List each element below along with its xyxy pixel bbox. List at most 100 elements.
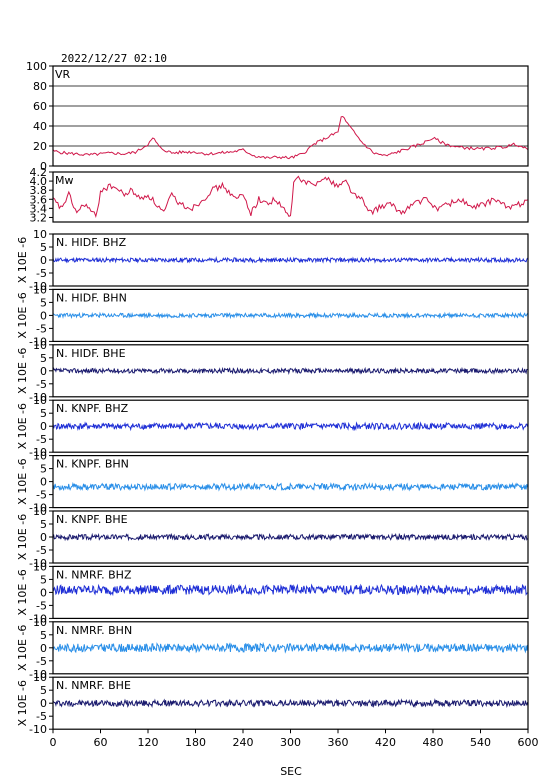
trace-waveform [52, 311, 528, 320]
trace-y-tick-label: 10 [33, 283, 47, 296]
trace-y-tick-label: -10 [29, 723, 47, 736]
trace-y-tick-label: -10 [29, 391, 47, 404]
trace-y-tick-label: -10 [29, 612, 47, 625]
x-axis-label: SEC [280, 765, 302, 778]
panel-y-tick-label: 80 [33, 80, 47, 93]
trace-y-unit-label: X 10E -6 [16, 514, 29, 560]
trace-y-tick-label: 10 [33, 616, 47, 629]
trace-y-unit-label: X 10E -6 [16, 625, 29, 671]
trace-y-tick-label: 10 [33, 339, 47, 352]
trace-waveform [52, 698, 528, 709]
trace-y-tick-label: 10 [33, 671, 47, 684]
trace-y-tick-label: 5 [40, 629, 47, 642]
trace-y-tick-label: -10 [29, 446, 47, 459]
panel-series-line [52, 115, 529, 160]
panel-y-tick-label: 0 [40, 160, 47, 173]
panel-y-tick-label: 3.2 [30, 211, 48, 224]
trace-y-tick-label: 0 [40, 586, 47, 599]
trace-y-tick-label: -10 [29, 557, 47, 570]
x-axis-tick-label: 240 [233, 736, 254, 749]
trace-waveform [52, 532, 528, 542]
panel-y-tick-label: 40 [33, 120, 47, 133]
trace-y-tick-label: 10 [33, 228, 47, 241]
trace-y-tick-label: 0 [40, 254, 47, 267]
trace-waveform [52, 421, 528, 432]
trace-y-tick-label: 0 [40, 642, 47, 655]
trace-y-tick-label: 5 [40, 241, 47, 254]
trace-y-tick-label: -10 [29, 502, 47, 515]
trace-y-tick-label: 0 [40, 420, 47, 433]
trace-y-tick-label: 0 [40, 309, 47, 322]
x-axis-tick-label: 120 [138, 736, 159, 749]
trace-name-label: N. NMRF. BHE [56, 679, 131, 692]
trace-y-tick-label: 0 [40, 476, 47, 489]
x-axis-tick-label: 600 [518, 736, 539, 749]
trace-name-label: N. KNPF. BHN [56, 458, 129, 471]
panel-y-tick-label: 3.8 [30, 184, 48, 197]
x-axis-tick-label: 60 [94, 736, 108, 749]
trace-y-tick-label: -5 [36, 433, 47, 446]
trace-y-unit-label: X 10E -6 [16, 348, 29, 394]
trace-y-tick-label: -5 [36, 599, 47, 612]
panel-y-tick-label: 20 [33, 140, 47, 153]
x-axis-tick-label: 300 [280, 736, 301, 749]
trace-y-tick-label: -5 [36, 322, 47, 335]
trace-y-tick-label: -5 [36, 267, 47, 280]
trace-y-tick-label: 5 [40, 573, 47, 586]
panel-y-tick-label: 4.0 [30, 175, 48, 188]
x-axis-tick-label: 360 [328, 736, 349, 749]
trace-y-tick-label: 5 [40, 518, 47, 531]
panel-name-label: VR [55, 68, 71, 81]
x-axis-tick-label: 420 [375, 736, 396, 749]
trace-waveform [52, 366, 528, 376]
trace-name-label: N. KNPF. BHE [56, 513, 128, 526]
trace-y-tick-label: -5 [36, 489, 47, 502]
trace-y-unit-label: X 10E -6 [16, 458, 29, 504]
panel-y-tick-label: 100 [26, 60, 47, 73]
x-axis-tick-label: 480 [423, 736, 444, 749]
trace-waveform [52, 641, 528, 654]
trace-y-tick-label: 0 [40, 697, 47, 710]
panel-y-tick-label: 3.6 [30, 193, 48, 206]
trace-y-unit-label: X 10E -6 [16, 292, 29, 338]
trace-y-tick-label: -10 [29, 668, 47, 681]
panel-y-tick-label: 60 [33, 100, 47, 113]
trace-name-label: N. NMRF. BHZ [56, 568, 132, 581]
trace-y-tick-label: -5 [36, 655, 47, 668]
panel-frame [52, 171, 529, 223]
panel-y-tick-label: 3.4 [30, 202, 48, 215]
trace-y-tick-label: 5 [40, 296, 47, 309]
timestamp-header: 2022/12/27 02:10 [61, 52, 167, 65]
x-axis-tick-label: 180 [185, 736, 206, 749]
trace-y-tick-label: 10 [33, 394, 47, 407]
trace-y-tick-label: -5 [36, 378, 47, 391]
trace-y-tick-label: -5 [36, 710, 47, 723]
trace-name-label: N. HIDF. BHE [56, 347, 126, 360]
trace-y-tick-label: 5 [40, 684, 47, 697]
trace-waveform [52, 481, 528, 492]
panel-name-label: Mw [55, 174, 74, 187]
trace-y-unit-label: X 10E -6 [16, 403, 29, 449]
trace-y-tick-label: -5 [36, 544, 47, 557]
x-axis-tick-label: 540 [470, 736, 491, 749]
trace-y-tick-label: 10 [33, 450, 47, 463]
trace-waveform [52, 256, 528, 264]
trace-y-tick-label: -10 [29, 335, 47, 348]
trace-y-tick-label: 5 [40, 407, 47, 420]
trace-y-tick-label: 5 [40, 352, 47, 365]
x-axis-tick-label: 0 [50, 736, 57, 749]
trace-y-unit-label: X 10E -6 [16, 680, 29, 726]
trace-name-label: N. KNPF. BHZ [56, 402, 129, 415]
trace-y-tick-label: 10 [33, 505, 47, 518]
panel-series-line [52, 175, 529, 219]
panel-frame [52, 65, 529, 167]
trace-y-unit-label: X 10E -6 [16, 237, 29, 283]
trace-y-tick-label: -10 [29, 280, 47, 293]
trace-y-tick-label: 0 [40, 531, 47, 544]
trace-name-label: N. NMRF. BHN [56, 624, 132, 637]
panel-y-tick-label: 4.2 [30, 166, 48, 179]
trace-y-tick-label: 10 [33, 560, 47, 573]
trace-y-tick-label: 0 [40, 365, 47, 378]
trace-name-label: N. HIDF. BHZ [56, 236, 127, 249]
